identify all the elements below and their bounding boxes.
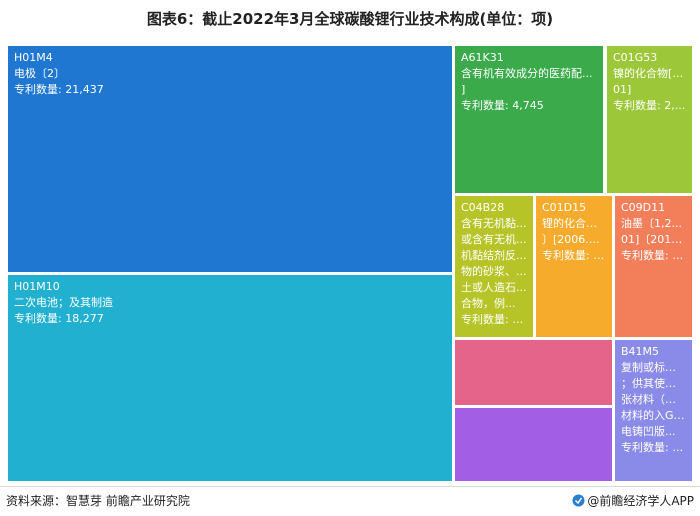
chart-title: 图表6：截止2022年3月全球碳酸锂行业技术构成(单位：项) [146, 10, 554, 28]
tile-code: C04B28 [461, 201, 505, 214]
treemap-tile-c01g53: C01G53 镍的化合物[2... 01] 专利数量: 2,... [607, 46, 692, 193]
treemap-tile-h01m10: H01M10 二次电池；及其制造 专利数量: 18,277 [8, 275, 452, 481]
tile-value: 专利数量: 2... [621, 249, 686, 262]
tile-description: 含有机有效成分的医药配... [461, 67, 593, 80]
tile-description: 土或人造石... [461, 281, 527, 294]
tile-description: 油墨〔1,2... [621, 217, 682, 230]
tile-value: 专利数量: 2... [621, 441, 686, 454]
tile-description: 或含有无机... [461, 233, 527, 246]
tile-value: 专利数量: 2... [461, 313, 527, 326]
tile-description: 01]〔2014.... [621, 233, 686, 246]
tile-value: 专利数量: 2,... [613, 99, 686, 112]
tile-description: 二次电池；及其制造 [14, 296, 113, 309]
treemap-tile-c09d11: C09D11 油墨〔1,2... 01]〔2014.... 专利数量: 2... [615, 196, 692, 337]
tile-description: 合物，例... [461, 297, 516, 310]
tile-value: 专利数量: 4,745 [461, 99, 544, 112]
tile-value: 专利数量: 18,277 [14, 312, 104, 325]
tile-description: 电极〔2〕 [14, 67, 65, 80]
tile-code: H01M10 [14, 280, 60, 293]
tile-value: 专利数量: 2... [542, 249, 606, 262]
tile-description: ；供其使用... [621, 377, 686, 390]
tile-description: 〕[2006.01] [542, 233, 606, 246]
tile-code: C01D15 [542, 201, 587, 214]
brand-text: @前瞻经济学人APP [587, 494, 694, 508]
tile-description: 电铸凹版... [621, 425, 676, 438]
tile-description: 01] [613, 83, 632, 96]
tile-description: 复制或标记... [621, 361, 686, 374]
treemap-tile-c04b28: C04B28 含有无机黏... 或含有无机... 机黏结剂反... 物的砂浆、... 土或… [455, 196, 533, 337]
treemap-tile-b41m5: B41M5 复制或标记... ；供其使用... 张材料（用... 材料的入G0... 电铸… [615, 340, 692, 481]
treemap-tile-unlabeled [455, 340, 612, 405]
treemap-tile-c01d15: C01D15 锂的化合物... 〕[2006.01] 专利数量: 2... [536, 196, 612, 337]
tile-code: B41M5 [621, 345, 660, 358]
footer: 资料来源：智慧芽 前瞻产业研究院 @前瞻经济学人APP [0, 486, 700, 511]
tile-description: 含有无机黏... [461, 217, 527, 230]
tile-code: C09D11 [621, 201, 666, 214]
tile-description: 物的砂浆、... [461, 265, 527, 278]
treemap-tile-h01m4: H01M4 电极〔2〕专利数量: 21,437 [8, 46, 452, 272]
source-note: 资料来源：智慧芽 前瞻产业研究院 [6, 494, 190, 508]
treemap-tile-unlabeled [455, 408, 612, 481]
tile-description: ] [461, 83, 466, 96]
tile-value: 专利数量: 21,437 [14, 83, 104, 96]
tile-description: 镍的化合物[2... [613, 67, 686, 80]
tile-description: 材料的入G0... [621, 409, 686, 422]
brand-logo-icon [572, 494, 585, 507]
treemap-tile-a61k31: A61K31 含有机有效成分的医药配...] 专利数量: 4,745 [455, 46, 603, 193]
tile-code: H01M4 [14, 51, 53, 64]
tile-description: 锂的化合物... [542, 217, 606, 230]
tile-code: C01G53 [613, 51, 658, 64]
tile-description: 机黏结剂反... [461, 249, 527, 262]
brand-credit: @前瞻经济学人APP [572, 492, 694, 509]
tile-description: 张材料（用... [621, 393, 686, 406]
tile-code: A61K31 [461, 51, 504, 64]
